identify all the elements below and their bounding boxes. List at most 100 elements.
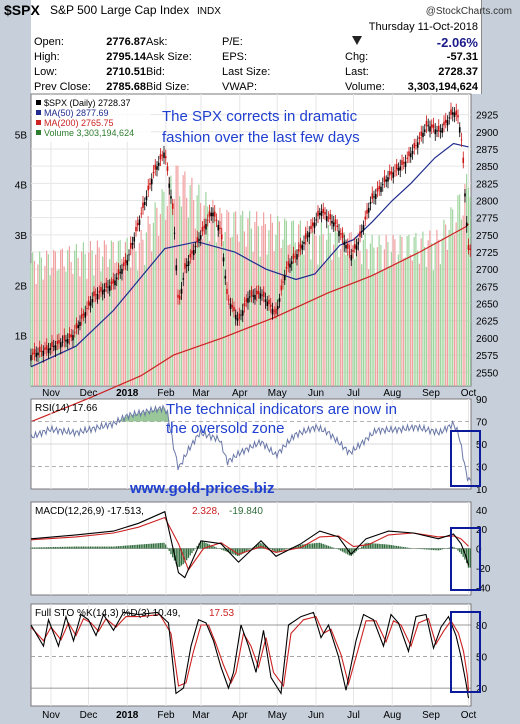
volume-bar xyxy=(420,238,422,386)
price-bar-body xyxy=(161,155,164,157)
volume-tick-label: 2B xyxy=(15,281,28,292)
macd-histogram-bar xyxy=(268,547,270,549)
price-tick-label: 2900 xyxy=(476,128,499,139)
volume-bar xyxy=(172,203,174,386)
price-tick-label: 2675 xyxy=(476,282,499,293)
x-axis-label: Sep xyxy=(422,388,440,399)
price-bar-body xyxy=(156,166,158,170)
price-tick-label: 2725 xyxy=(476,248,499,259)
macd-histogram-bar xyxy=(436,548,438,551)
volume-bar xyxy=(383,249,385,386)
volume-bar xyxy=(462,215,464,386)
macd-histogram-bar xyxy=(366,542,368,549)
macd-histogram-bar xyxy=(114,546,116,549)
price-bar-body xyxy=(194,246,197,248)
macd-histogram-bar xyxy=(168,548,170,551)
volume-bar xyxy=(313,221,315,386)
macd-histogram-bar xyxy=(110,546,113,549)
x-axis-label: Mar xyxy=(192,710,210,721)
volume-bar xyxy=(413,237,415,386)
volume-bar xyxy=(427,240,429,386)
volume-bar xyxy=(320,223,322,386)
macd-histogram-bar xyxy=(385,544,387,549)
x-axis-label: Jul xyxy=(347,388,360,399)
price-bar-body xyxy=(397,167,400,171)
macd-histogram-bar xyxy=(368,542,370,549)
volume-bar xyxy=(39,251,41,386)
volume-bar xyxy=(289,244,291,386)
volume-bar xyxy=(261,225,263,386)
rsi-tick-label: 50 xyxy=(476,440,488,451)
price-bar-body xyxy=(191,250,193,254)
x-axis-label: Feb xyxy=(157,710,175,721)
volume-bar xyxy=(453,234,455,386)
macd-histogram-bar xyxy=(61,546,64,549)
x-axis-label: May xyxy=(268,710,287,721)
price-bar-body xyxy=(87,300,90,306)
price-bar-body xyxy=(117,269,120,275)
price-bar-body xyxy=(380,186,382,192)
volume-tick-label: 5B xyxy=(15,130,28,141)
quote-date: Thursday 11-Oct-2018 xyxy=(369,21,478,33)
price-bar-body xyxy=(35,353,38,358)
volume-bar xyxy=(455,222,457,386)
quote-label: Low: xyxy=(34,66,57,78)
volume-bar xyxy=(394,239,396,386)
macd-histogram-bar xyxy=(75,546,78,549)
price-bar-body xyxy=(150,178,153,185)
volume-bar xyxy=(200,203,202,386)
volume-bar xyxy=(294,242,296,386)
price-bar-body xyxy=(374,193,377,199)
volume-bar xyxy=(450,207,452,386)
macd-histogram-bar xyxy=(35,547,37,549)
macd-histogram-bar xyxy=(149,543,151,549)
macd-histogram-bar xyxy=(327,545,330,549)
price-bar-body xyxy=(448,117,451,119)
price-bar-body xyxy=(135,226,137,232)
price-bar-body xyxy=(154,164,157,170)
legend-swatch xyxy=(36,130,41,135)
volume-bar xyxy=(368,269,370,386)
price-bar-body xyxy=(210,212,213,216)
price-bar-body xyxy=(63,335,66,341)
macd-histogram-bar xyxy=(343,548,345,553)
x-axis-label: Aug xyxy=(383,388,401,399)
volume-bar xyxy=(299,220,301,386)
x-axis-label: Jul xyxy=(347,710,360,721)
volume-bar xyxy=(301,239,303,386)
price-bar-body xyxy=(429,126,431,132)
price-legend-item: MA(50) 2877.69 xyxy=(44,108,109,118)
volume-bar xyxy=(259,256,261,386)
quote-header xyxy=(31,0,482,94)
price-bar-body xyxy=(233,306,235,312)
volume-bar xyxy=(340,249,342,386)
price-tick-label: 2800 xyxy=(476,196,499,207)
price-bar-body xyxy=(163,152,165,158)
price-bar-body xyxy=(131,242,134,245)
macd-histogram-bar xyxy=(175,548,177,564)
quote-value: 2795.14 xyxy=(106,51,147,63)
price-bar-body xyxy=(455,110,458,115)
macd-histogram-bar xyxy=(100,546,102,549)
price-bar-body xyxy=(422,132,424,138)
macd-histogram-bar xyxy=(378,543,380,549)
macd-histogram-bar xyxy=(245,548,247,552)
macd-histogram-bar xyxy=(191,548,193,554)
macd-histogram-bar xyxy=(142,544,144,549)
macd-histogram-bar xyxy=(373,543,375,549)
volume-bar xyxy=(96,240,98,386)
volume-bar xyxy=(378,235,380,386)
price-bar-body xyxy=(320,211,323,216)
macd-histogram-bar xyxy=(121,545,123,549)
price-bar-body xyxy=(75,323,78,329)
price-bar-body xyxy=(159,154,162,160)
macd-histogram-legend: -19.840 xyxy=(229,506,263,517)
volume-bar xyxy=(292,220,294,386)
volume-bar xyxy=(126,237,128,386)
price-bar-body xyxy=(180,288,183,294)
price-bar-body xyxy=(119,271,122,273)
price-bar-body xyxy=(350,255,353,261)
volume-bar xyxy=(305,227,307,386)
volume-bar xyxy=(352,252,354,386)
quote-label: VWAP: xyxy=(222,81,257,93)
